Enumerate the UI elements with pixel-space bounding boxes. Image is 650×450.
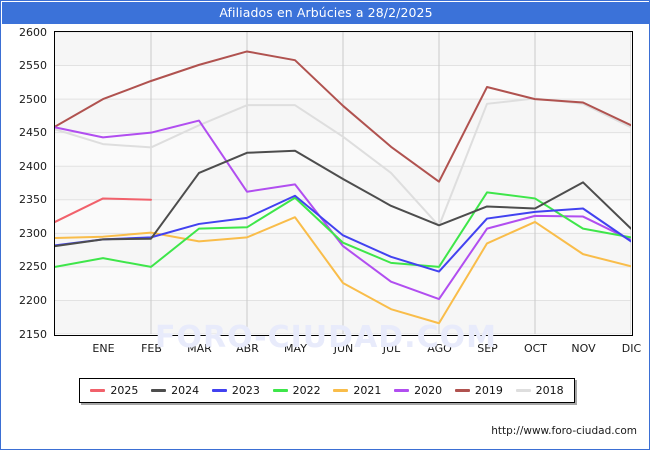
- x-axis-tick-label: JUL: [382, 342, 401, 355]
- x-axis-tick-label: NOV: [571, 342, 596, 355]
- x-axis-tick-label: SEP: [477, 342, 498, 355]
- legend-swatch-icon: [272, 389, 288, 392]
- y-axis-tick-label: 2500: [19, 92, 47, 106]
- y-axis-tick-label: 2400: [19, 159, 47, 173]
- legend-item-2021[interactable]: 2021: [333, 384, 381, 397]
- x-axis-tick-label: AGO: [427, 342, 452, 355]
- legend-item-2018[interactable]: 2018: [515, 384, 564, 397]
- line-chart-svg: [55, 32, 631, 334]
- plot-area: [54, 31, 633, 336]
- y-axis-tick-label: 2550: [19, 59, 47, 73]
- legend-swatch-icon: [515, 389, 531, 392]
- legend-label: 2020: [414, 384, 443, 397]
- legend-item-2022[interactable]: 2022: [272, 384, 321, 397]
- legend-item-2023[interactable]: 2023: [211, 384, 260, 397]
- legend-label: 2018: [535, 384, 564, 397]
- y-axis-tick-label: 2200: [19, 293, 47, 307]
- chart-legend: 2025 2024 2023 2022 2021 2020 2019 2018: [79, 378, 575, 403]
- x-axis-tick-label: ENE: [92, 342, 115, 355]
- legend-swatch-icon: [454, 389, 470, 392]
- y-axis-tick-label: 2300: [19, 226, 47, 240]
- series-line-2020: [55, 119, 631, 301]
- chart-canvas: 2600 2550 2500 2450 2400 2350 2300 2250 2200 2150…: [1, 24, 650, 364]
- legend-swatch-icon: [211, 389, 227, 392]
- legend-item-2019[interactable]: 2019: [454, 384, 503, 397]
- x-axis-tick-label: MAR: [187, 342, 212, 355]
- x-axis-tick-label: JUN: [333, 342, 354, 355]
- legend-swatch-icon: [90, 389, 106, 392]
- legend-label: 2023: [231, 384, 260, 397]
- series-line-2019: [55, 50, 631, 183]
- x-axis-tick-label: ABR: [236, 342, 259, 355]
- legend-swatch-icon: [151, 389, 167, 392]
- y-axis-tick-label: 2250: [19, 260, 47, 274]
- page-title: Afiliados en Arbúcies a 28/2/2025: [219, 5, 433, 20]
- y-axis-tick-label: 2450: [19, 126, 47, 140]
- y-axis-tick-label: 2350: [19, 193, 47, 207]
- window-title-bar: Afiliados en Arbúcies a 28/2/2025: [2, 2, 650, 24]
- x-axis-tick-label: MAY: [284, 342, 307, 355]
- legend-item-2025[interactable]: 2025: [90, 384, 138, 397]
- x-axis-tick-label: OCT: [523, 342, 548, 355]
- x-axis-tick-label: FEB: [141, 342, 162, 355]
- legend-label: 2025: [110, 384, 139, 397]
- y-axis-tick-label: 2600: [19, 25, 47, 39]
- series-line-2024: [55, 149, 631, 248]
- legend-label: 2019: [474, 384, 503, 397]
- legend-item-2024[interactable]: 2024: [151, 384, 199, 397]
- legend-label: 2024: [171, 384, 200, 397]
- legend-swatch-icon: [333, 389, 349, 392]
- series-line-2025: [55, 197, 152, 223]
- legend-item-2020[interactable]: 2020: [394, 384, 442, 397]
- legend-label: 2021: [353, 384, 382, 397]
- y-axis-tick-label: 2150: [19, 327, 47, 341]
- x-axis-tick-label: DIC: [621, 342, 642, 355]
- series-line-2021: [55, 216, 631, 325]
- legend-swatch-icon: [394, 389, 410, 392]
- series-line-2022: [55, 191, 631, 268]
- footer-url: http://www.foro-ciudad.com: [491, 425, 637, 437]
- legend-label: 2022: [292, 384, 321, 397]
